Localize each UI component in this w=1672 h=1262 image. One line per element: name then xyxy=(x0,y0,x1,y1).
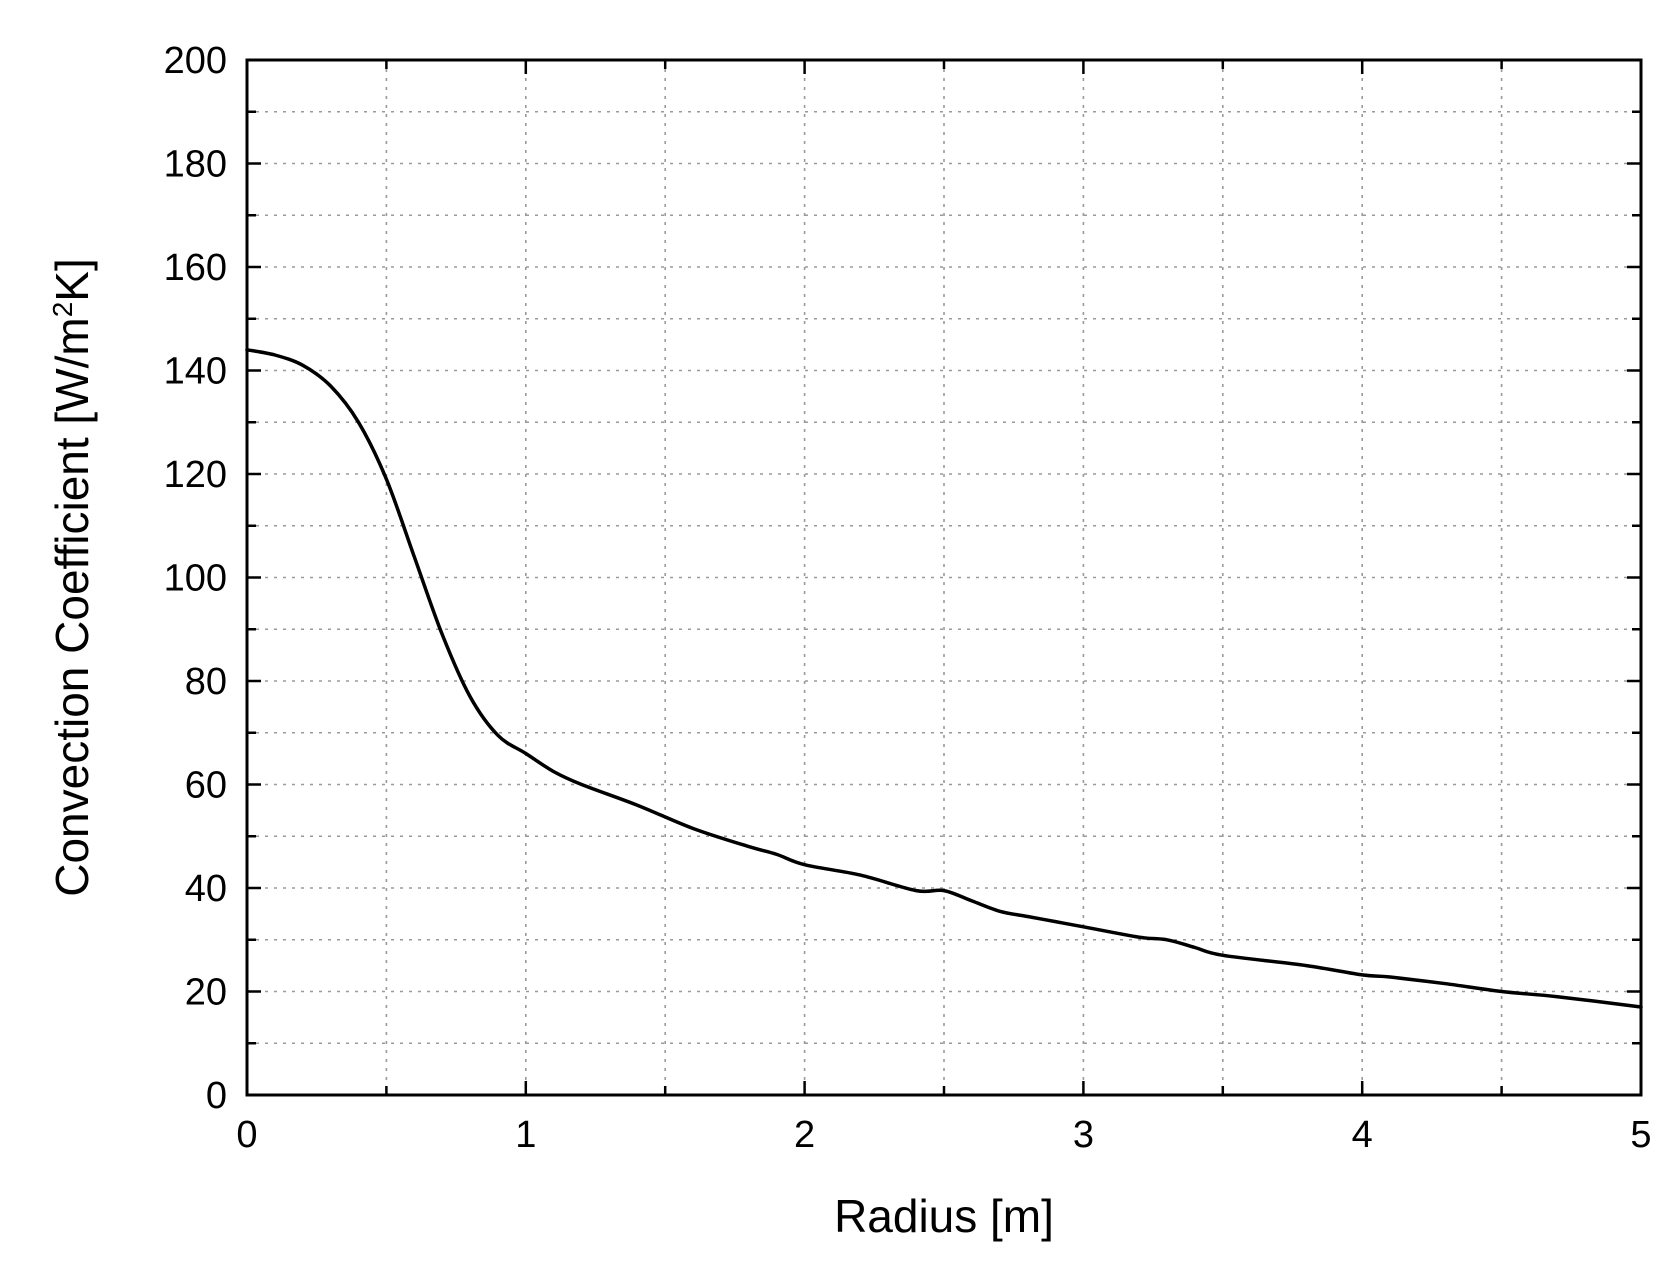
tick-labels: 0 1 2 3 4 5 0 20 40 60 80 100 120 140 160 180 200 xyxy=(164,40,1652,1156)
plot-frame xyxy=(245,58,1643,1097)
x-axis-title: Radius [m] xyxy=(834,1190,1054,1242)
y-tick-label: 60 xyxy=(185,765,227,807)
y-tick-label: 40 xyxy=(185,868,227,910)
x-tick-label: 0 xyxy=(236,1114,257,1156)
y-axis-title: Convection Coefficient [W/m2K] xyxy=(46,258,98,897)
series-line xyxy=(245,348,1643,1009)
y-tick-label: 140 xyxy=(164,351,227,393)
y-tick-label: 160 xyxy=(164,247,227,289)
y-tick-label: 120 xyxy=(164,454,227,496)
y-axis-title-superscript: 2 xyxy=(47,302,78,318)
y-tick-label: 80 xyxy=(185,661,227,703)
y-axis-title-main: Convection Coefficient [W/m xyxy=(46,317,98,897)
y-tick-label: 20 xyxy=(185,972,227,1014)
y-tick-label: 200 xyxy=(164,40,227,82)
y-tick-label: 180 xyxy=(164,144,227,186)
grid xyxy=(247,60,1641,1095)
x-tick-label: 2 xyxy=(794,1114,815,1156)
y-tick-label: 0 xyxy=(206,1075,227,1117)
x-tick-label: 1 xyxy=(515,1114,536,1156)
x-tick-label: 3 xyxy=(1073,1114,1094,1156)
x-tick-label: 4 xyxy=(1352,1114,1373,1156)
x-tick-label: 5 xyxy=(1630,1114,1651,1156)
y-axis-title-tail: K] xyxy=(46,258,98,301)
y-tick-label: 100 xyxy=(164,558,227,600)
